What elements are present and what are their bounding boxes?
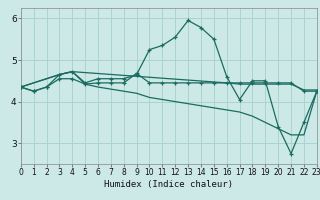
X-axis label: Humidex (Indice chaleur): Humidex (Indice chaleur) xyxy=(104,180,233,189)
